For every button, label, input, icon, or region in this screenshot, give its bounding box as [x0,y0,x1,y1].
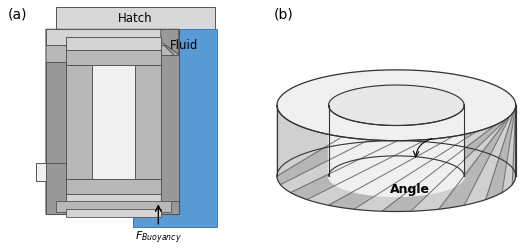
Polygon shape [46,30,173,214]
Text: Hatch: Hatch [118,12,153,25]
Polygon shape [277,141,516,176]
Bar [36,164,46,181]
Bar [66,66,92,179]
Bar [92,66,135,179]
Polygon shape [161,202,179,214]
Polygon shape [354,125,495,211]
Polygon shape [277,106,328,176]
Bar [161,55,179,202]
Polygon shape [439,106,516,209]
Polygon shape [46,164,66,214]
Bar [66,194,161,207]
Text: (a): (a) [7,8,27,21]
Bar [133,30,217,227]
Bar [46,30,179,45]
Polygon shape [512,106,516,185]
Polygon shape [486,106,516,200]
Polygon shape [290,140,426,200]
Bar [66,179,161,197]
Text: $F_{Buoyancy}$: $F_{Buoyancy}$ [135,229,182,245]
Polygon shape [277,106,516,212]
Text: Angle: Angle [390,182,430,196]
Bar [66,40,161,197]
Text: (b): (b) [275,8,294,21]
Polygon shape [328,106,464,197]
Polygon shape [329,132,477,209]
Polygon shape [46,30,179,214]
Polygon shape [382,118,509,211]
Polygon shape [464,106,516,176]
Polygon shape [280,140,398,193]
Polygon shape [502,106,516,193]
Bar [56,8,214,30]
Bar [46,30,179,214]
Bar [66,209,161,217]
Polygon shape [277,137,369,185]
Polygon shape [277,71,516,141]
Polygon shape [411,110,515,211]
Text: Fluid: Fluid [170,39,198,52]
Polygon shape [161,30,179,55]
Bar [66,50,161,66]
Polygon shape [329,86,464,126]
Bar [56,202,171,212]
Bar [135,66,161,179]
Polygon shape [464,106,516,205]
Polygon shape [307,137,453,205]
Bar [66,38,161,50]
Bar [46,63,66,164]
